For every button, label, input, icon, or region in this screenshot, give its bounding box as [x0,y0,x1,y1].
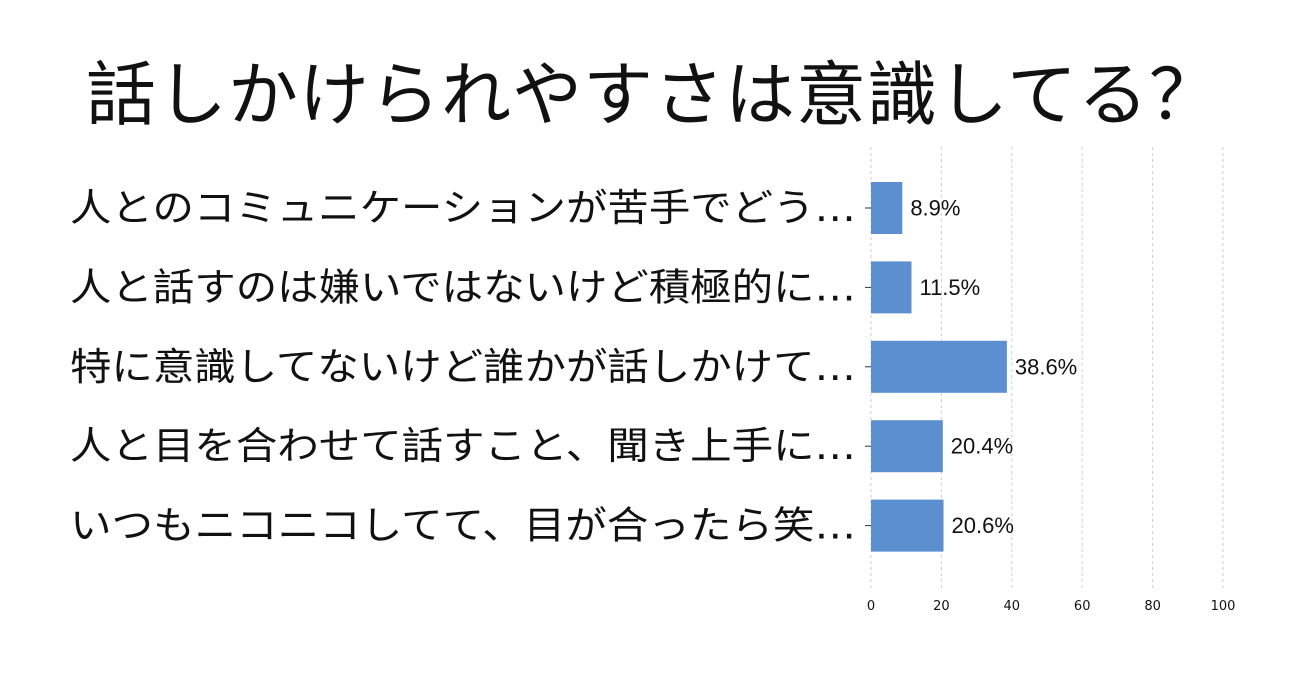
value-label: 20.4% [951,434,1013,459]
category-label: 人と目を合わせて話すこと、聞き上手に… [70,424,856,468]
bar [871,182,903,234]
category-label: 特に意識してないけど誰かが話しかけて… [70,345,856,389]
value-label: 38.6% [1015,354,1077,379]
x-tick-label: 40 [1004,599,1021,614]
chart-title: 話しかけられやすさは意識してる？ [86,54,1220,136]
x-tick-label: 0 [867,599,875,614]
bar [871,420,943,473]
bar [871,261,912,314]
value-label: 11.5% [919,275,980,300]
x-tick-label: 80 [1144,599,1161,614]
value-label: 20.6% [952,513,1014,538]
bars [871,182,1007,552]
category-label: 人と話すのは嫌いではないけど積極的に… [70,265,856,309]
category-labels: 人とのコミュニケーションが苦手でどう… 人と話すのは嫌いではないけど積極的に… 特に… [70,186,856,548]
bar [871,340,1007,393]
value-label: 8.9% [910,196,960,221]
x-tick-label: 60 [1074,599,1091,614]
bar [871,499,944,552]
x-tick-label: 100 [1211,599,1236,614]
x-tick-label: 20 [933,599,950,614]
value-labels: 8.9% 11.5% 38.6% 20.4% 20.6% [910,196,1077,539]
category-label: 人とのコミュニケーションが苦手でどう… [70,186,856,230]
x-axis-ticks: 0 20 40 60 80 100 [867,599,1236,614]
category-label: いつもニコニコしてて、目が合ったら笑… [70,504,856,548]
